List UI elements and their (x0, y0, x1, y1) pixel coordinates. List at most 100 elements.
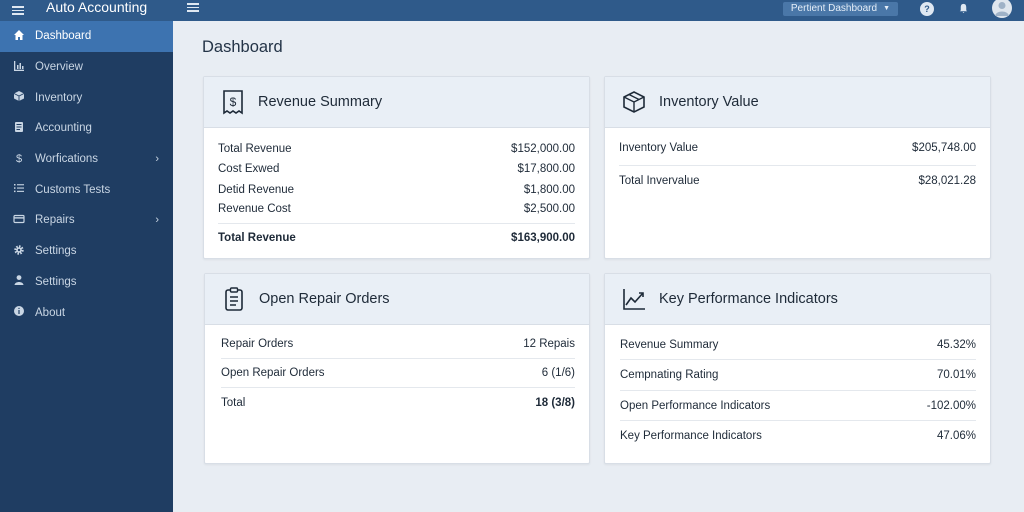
card-title: Key Performance Indicators (659, 291, 838, 307)
sidebar-item-settings[interactable]: Settings (0, 236, 173, 267)
table-row: Revenue Cost $2,500.00 (218, 200, 575, 224)
total-label: Total (221, 396, 246, 409)
list-icon (12, 182, 26, 197)
user-icon (12, 274, 26, 289)
row-value: $152,000.00 (511, 143, 575, 156)
card-title: Revenue Summary (258, 94, 383, 110)
top-bar: Auto Accounting Pertient Dashboard ▼ ? (0, 0, 1024, 21)
table-row: Total Revenue $152,000.00 (218, 139, 575, 159)
table-row: Revenue Summary 45.32% (620, 331, 976, 360)
dollar-icon: $ (15, 153, 23, 166)
sidebar-item-label: Dashboard (35, 30, 92, 43)
sidebar-item-label: Inventory (35, 91, 83, 104)
table-row: Inventory Value $205,748.00 (619, 137, 976, 166)
table-row-total: Total Revenue $163,900.00 (218, 224, 575, 252)
sidebar-item-label: Repairs (35, 214, 75, 227)
bar-chart-icon (12, 60, 26, 75)
card-header: Inventory Value (605, 77, 990, 128)
table-row: Repair Orders 12 Repais (221, 329, 575, 359)
row-label: Open Repair Orders (221, 367, 325, 379)
row-label: Cost Exwed (218, 163, 280, 176)
chevron-right-icon: › (155, 214, 159, 227)
table-row: Cost Exwed $17,800.00 (218, 159, 575, 179)
row-label: Open Performance Indicators (620, 399, 771, 412)
row-value: 45.32% (936, 339, 976, 351)
app-title: Auto Accounting (46, 0, 148, 15)
row-label: Total Revenue (218, 143, 292, 156)
trend-chart-icon (621, 286, 647, 312)
row-label: Revenue Summary (620, 339, 719, 351)
revenue-summary-card: $ Revenue Summary Total Revenue $152,000… (203, 76, 590, 259)
document-icon (12, 121, 26, 136)
row-value: $205,748.00 (912, 142, 976, 154)
menu-icon[interactable] (12, 6, 24, 15)
sidebar-item-inventory[interactable]: Inventory (0, 82, 173, 113)
package-icon (621, 89, 647, 115)
row-value: $17,800.00 (517, 163, 575, 176)
row-label: Repair Orders (221, 337, 294, 350)
card-header: Key Performance Indicators (605, 274, 990, 325)
row-value: -102.00% (926, 399, 976, 412)
bell-icon[interactable] (956, 2, 970, 16)
svg-text:$: $ (230, 95, 237, 109)
row-value: $28,021.28 (918, 175, 976, 187)
row-label: Inventory Value (619, 142, 699, 154)
sidebar-item-label: About (35, 306, 66, 319)
caret-down-icon: ▼ (883, 5, 890, 12)
sidebar-item-about[interactable]: About (0, 297, 173, 328)
sidebar-item-repairs[interactable]: Repairs › (0, 205, 173, 236)
sidebar-item-overview[interactable]: Overview (0, 52, 173, 83)
card-icon (12, 213, 26, 228)
sidebar-item-dashboard[interactable]: Dashboard (0, 21, 173, 52)
row-label: Detid Revenue (218, 183, 295, 196)
row-value: 47.06% (936, 430, 976, 442)
card-header: $ Revenue Summary (204, 77, 589, 128)
receipt-icon: $ (220, 89, 246, 115)
card-title: Open Repair Orders (259, 291, 390, 307)
row-label: Cempnating Rating (620, 369, 719, 381)
collapse-menu-icon[interactable] (187, 3, 199, 12)
help-icon[interactable]: ? (920, 1, 934, 16)
row-value: 6 (1/6) (541, 367, 575, 379)
sidebar-item-label: Settings (35, 275, 77, 288)
table-row: Cempnating Rating 70.01% (620, 360, 976, 391)
sidebar-item-customs-tests[interactable]: Customs Tests (0, 174, 173, 205)
dashboard-select[interactable]: Pertient Dashboard ▼ (782, 1, 898, 16)
gear-icon (12, 244, 26, 259)
dashboard-select-label: Pertient Dashboard (790, 3, 878, 14)
card-header: Open Repair Orders (205, 274, 589, 325)
chevron-right-icon: › (155, 153, 159, 166)
table-row: Total Invervalue $28,021.28 (619, 166, 976, 196)
card-title: Inventory Value (659, 94, 759, 110)
sidebar-item-worfications[interactable]: $ Worfications › (0, 144, 173, 175)
sidebar-item-label: Settings (35, 245, 77, 258)
home-icon (12, 29, 26, 44)
sidebar-item-accounting[interactable]: Accounting (0, 113, 173, 144)
sidebar-item-settings-user[interactable]: Settings (0, 267, 173, 298)
table-row: Open Performance Indicators -102.00% (620, 391, 976, 421)
row-value: 12 Repais (523, 337, 575, 350)
info-icon (12, 305, 26, 320)
table-row: Open Repair Orders 6 (1/6) (221, 359, 575, 388)
row-label: Revenue Cost (218, 202, 291, 215)
sidebar: Dashboard Overview Inventory Accounting … (0, 21, 173, 512)
sidebar-item-label: Overview (35, 61, 83, 74)
avatar[interactable] (992, 0, 1012, 18)
inventory-value-card: Inventory Value Inventory Value $205,748… (604, 76, 991, 259)
sidebar-item-label: Worfications (35, 153, 99, 166)
sidebar-item-label: Accounting (35, 122, 92, 135)
row-value: $2,500.00 (523, 202, 575, 215)
row-label: Total Invervalue (619, 175, 700, 187)
brand: Auto Accounting (0, 0, 173, 21)
table-row: Key Performance Indicators 47.06% (620, 421, 976, 451)
sidebar-item-label: Customs Tests (35, 183, 111, 196)
row-value: 70.01% (936, 369, 976, 381)
box-icon (12, 90, 26, 105)
total-value: $163,900.00 (511, 231, 575, 244)
kpi-card: Key Performance Indicators Revenue Summa… (604, 273, 991, 464)
table-row: Detid Revenue $1,800.00 (218, 180, 575, 200)
open-repair-orders-card: Open Repair Orders Repair Orders 12 Repa… (204, 273, 590, 464)
row-label: Key Performance Indicators (620, 430, 762, 442)
total-value: 18 (3/8) (535, 396, 575, 409)
total-label: Total Revenue (218, 231, 296, 244)
